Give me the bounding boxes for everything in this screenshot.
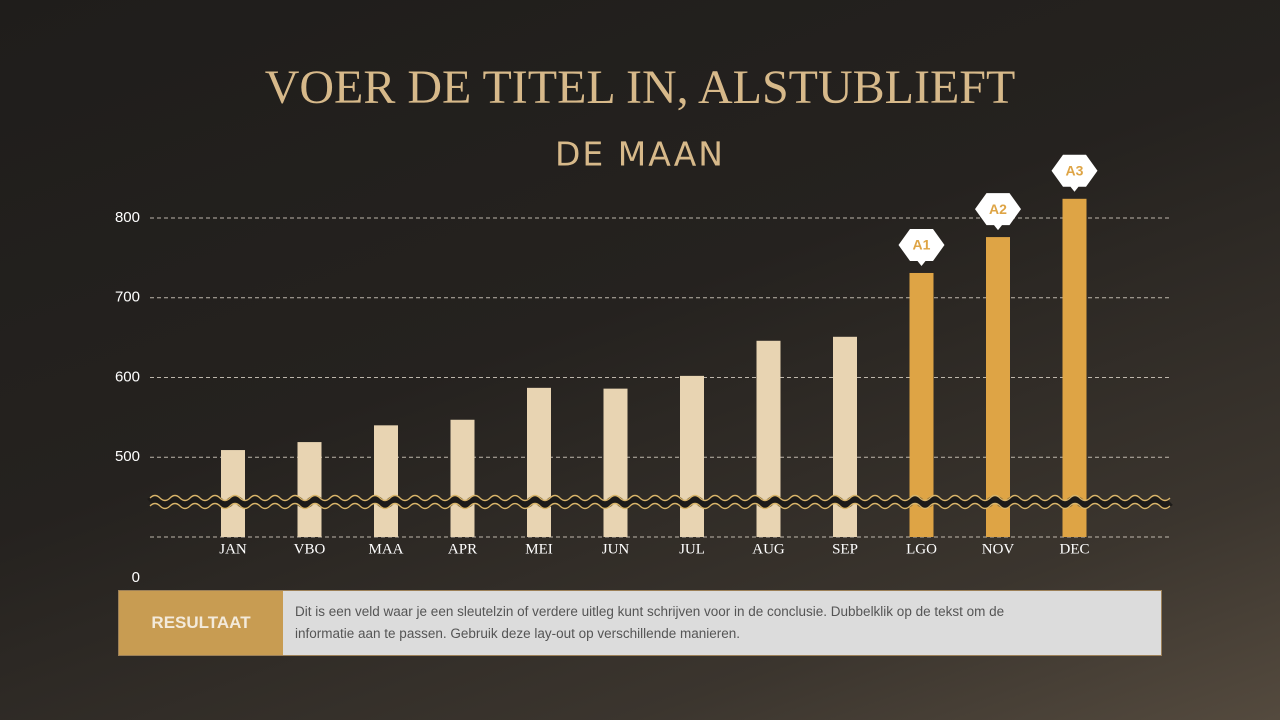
bar [603,388,628,537]
annotation-badge [975,193,1021,231]
conclusion-text: Dit is een veld waar je een sleutelzin o… [295,604,1005,641]
x-tick-label: SEP [832,541,858,557]
chart-subtitle: DE MAAN [555,135,725,174]
annotation-label: A3 [1066,163,1084,179]
annotation-label: A2 [989,201,1007,217]
y-tick-label: 0 [132,569,140,586]
x-tick-label: JAN [219,541,247,557]
bar [221,450,245,537]
annotation-badge [1051,154,1098,192]
y-tick-label: 500 [115,448,140,465]
bar [374,425,398,537]
conclusion-label: RESULTAAT [119,591,283,655]
break-line [149,502,1171,510]
x-tick-label: APR [448,541,477,557]
bar [297,442,322,537]
conclusion-box: RESULTAAT Dit is een veld waar je een sl… [118,590,1162,656]
x-tick-label: NOV [982,541,1015,557]
annotation-badge [898,228,945,266]
y-tick-label: 700 [115,289,140,306]
bar [450,419,475,537]
bar [909,272,934,537]
x-tick-label: JUN [602,541,630,557]
bar [680,375,704,537]
break-band [147,495,1173,509]
axis-break [147,494,1173,510]
bar [986,237,1010,537]
x-tick-label: MAA [368,541,403,557]
x-tick-label: JUL [679,541,705,557]
bars [221,198,1087,537]
annotation-label: A1 [913,237,931,253]
y-tick-label: 800 [115,209,140,226]
y-tick-label: 600 [115,368,140,385]
bar [1062,198,1087,537]
x-tick-label: MEI [525,541,553,557]
bar [527,387,551,537]
x-tick-label: AUG [752,541,785,557]
labels: 0 500 600 700 800 JAN VBO MAA APR MEI JUN JUL AUG SEP… [115,154,1098,586]
chart-title: VOER DE TITEL IN, ALSTUBLIEFT [265,61,1016,114]
x-tick-label: LGO [906,541,937,557]
break-line [149,494,1171,502]
x-tick-label: VBO [294,541,326,557]
x-tick-label: DEC [1060,541,1090,557]
